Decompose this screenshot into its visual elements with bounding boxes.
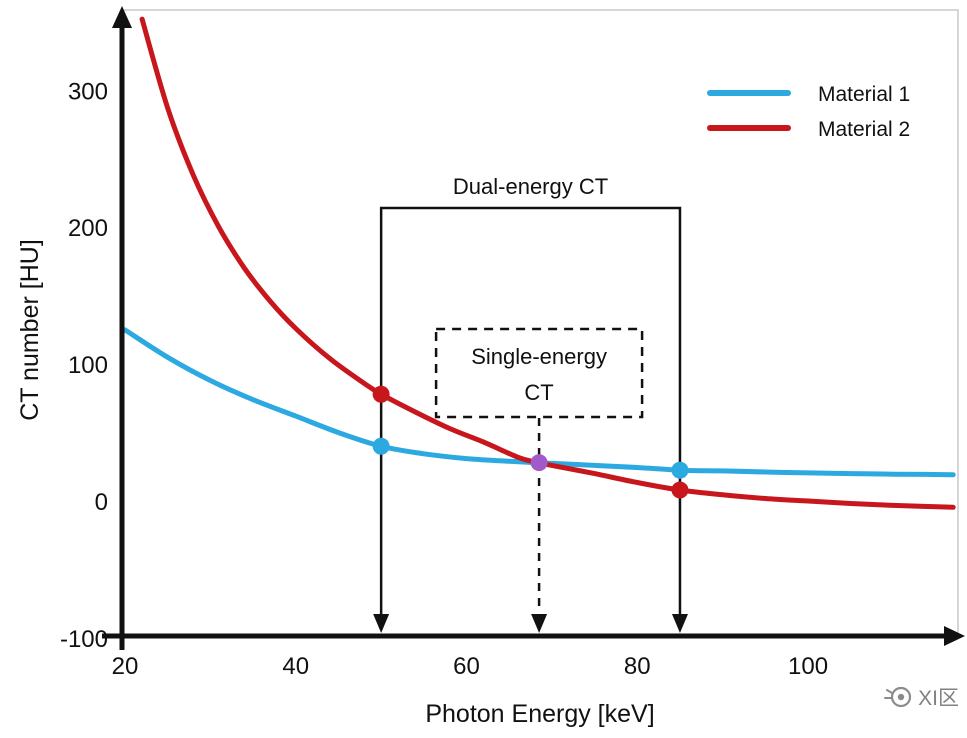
y-tick-label--100: -100 — [60, 626, 108, 653]
watermark-text: XI区 — [918, 687, 959, 710]
single-energy-box — [434, 327, 644, 419]
y-tick-label-100: 100 — [68, 352, 108, 379]
legend-label-material-1: Material 1 — [818, 83, 910, 106]
x-axis-title: Photon Energy [keV] — [425, 700, 654, 728]
marker-dot — [372, 437, 390, 455]
x-tick-label-80: 80 — [624, 653, 651, 680]
marker-dot — [530, 454, 548, 472]
dual-energy-arrow-right-icon — [671, 614, 688, 633]
marker-dot — [671, 481, 689, 499]
y-tick-label-300: 300 — [68, 78, 108, 105]
x-tick-label-40: 40 — [282, 653, 309, 680]
legend-label-material-2: Material 2 — [818, 118, 910, 141]
dual-energy-bracket — [379, 206, 682, 615]
x-tick-label-100: 100 — [788, 653, 828, 680]
single-energy-arrow-icon — [531, 614, 548, 633]
y-tick-label-200: 200 — [68, 215, 108, 242]
y-axis-title: CT number [HU] — [16, 239, 44, 421]
y-tick-label-0: 0 — [95, 489, 108, 516]
marker-dot — [671, 461, 689, 479]
x-axis-arrow-icon — [944, 626, 965, 646]
series-line-material-2 — [139, 16, 956, 510]
x-tick-label-60: 60 — [453, 653, 480, 680]
y-axis-arrow-icon — [112, 6, 132, 28]
marker-dot — [372, 385, 390, 403]
single-energy-label-line1: Single-energy — [471, 344, 607, 369]
dual-energy-label: Dual-energy CT — [453, 174, 608, 199]
single-energy-label-line2: CT — [524, 380, 553, 405]
dual-energy-arrow-left-icon — [373, 614, 390, 633]
x-tick-label-20: 20 — [112, 653, 139, 680]
watermark: XI区 — [883, 682, 959, 712]
watermark-logo-icon — [884, 686, 912, 708]
